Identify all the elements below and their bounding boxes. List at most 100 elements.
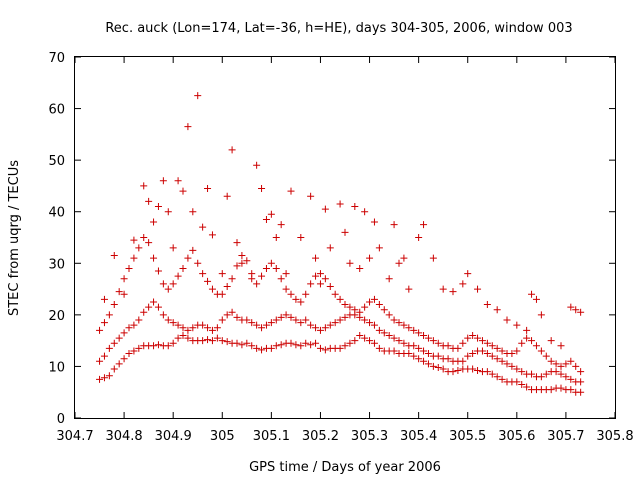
data-point-upper bbox=[518, 339, 526, 347]
data-point-mid bbox=[159, 311, 167, 319]
data-point-high bbox=[405, 285, 413, 293]
data-point-mid bbox=[96, 357, 104, 365]
data-point-mid bbox=[434, 352, 442, 360]
data-point-mid bbox=[179, 324, 187, 332]
data-point-low bbox=[179, 331, 187, 339]
data-point-high bbox=[336, 200, 344, 208]
data-point-upper bbox=[483, 339, 491, 347]
data-point-high bbox=[351, 203, 359, 211]
data-point-low bbox=[316, 344, 324, 352]
x-tick-label: 304.9 bbox=[155, 429, 192, 444]
data-point-upper bbox=[380, 306, 388, 314]
data-point-high bbox=[277, 221, 285, 229]
x-tick-label: 304.7 bbox=[56, 429, 93, 444]
data-point-low bbox=[135, 344, 143, 352]
data-point-low bbox=[218, 337, 226, 345]
data-point-upper bbox=[424, 334, 432, 342]
data-point-high bbox=[204, 185, 212, 193]
data-point-mid bbox=[321, 324, 329, 332]
data-point-high bbox=[361, 208, 369, 216]
data-point-high bbox=[493, 306, 501, 314]
data-point-high bbox=[248, 275, 256, 283]
data-point-upper bbox=[140, 234, 148, 241]
data-point-mid bbox=[189, 324, 197, 332]
data-point-mid bbox=[233, 313, 241, 321]
data-point-mid bbox=[420, 347, 428, 355]
data-point-low bbox=[213, 334, 221, 342]
data-point-mid bbox=[464, 352, 472, 360]
data-point-low bbox=[577, 388, 585, 396]
data-point-mid bbox=[562, 373, 570, 381]
data-point-low bbox=[449, 368, 457, 376]
data-point-low bbox=[474, 367, 482, 375]
data-point-upper bbox=[410, 326, 418, 334]
chart-title: Rec. auck (Lon=174, Lat=-36, h=HE), days… bbox=[105, 21, 572, 36]
data-point-upper bbox=[464, 334, 472, 342]
data-point-low bbox=[238, 341, 246, 349]
data-point-upper bbox=[135, 244, 143, 252]
data-point-high bbox=[420, 221, 428, 229]
data-point-mid bbox=[390, 334, 398, 342]
data-point-high bbox=[577, 308, 585, 316]
data-point-mid bbox=[125, 324, 133, 332]
data-point-mid bbox=[415, 344, 423, 352]
data-point-low bbox=[223, 338, 231, 346]
data-point-upper bbox=[346, 303, 354, 311]
data-point-high bbox=[572, 306, 580, 314]
data-point-high bbox=[208, 231, 216, 239]
y-tick-label: 40 bbox=[48, 206, 65, 221]
data-point-low bbox=[356, 331, 364, 339]
data-point-high bbox=[194, 92, 202, 100]
data-point-upper bbox=[154, 267, 162, 275]
data-point-low bbox=[341, 342, 349, 350]
x-axis-label: GPS time / Days of year 2006 bbox=[249, 460, 441, 475]
data-point-low bbox=[434, 363, 442, 371]
data-point-high bbox=[258, 185, 266, 193]
data-point-mid bbox=[370, 321, 378, 329]
x-tick-label: 305.5 bbox=[449, 429, 486, 444]
data-point-mid bbox=[243, 316, 251, 324]
data-point-low bbox=[110, 365, 118, 373]
data-point-upper bbox=[429, 337, 437, 345]
data-point-high bbox=[439, 285, 447, 293]
data-point-high bbox=[346, 259, 354, 267]
data-point-upper bbox=[400, 321, 408, 329]
x-tick-label: 305 bbox=[210, 429, 235, 444]
data-point-high bbox=[189, 208, 197, 216]
data-point-upper bbox=[262, 264, 270, 272]
data-point-upper bbox=[228, 275, 236, 283]
y-axis-label: STEC from uqrg / TECUs bbox=[7, 160, 22, 316]
data-point-mid bbox=[400, 339, 408, 347]
data-point-mid bbox=[302, 316, 310, 324]
data-point-upper bbox=[100, 319, 108, 327]
data-point-mid bbox=[508, 362, 516, 370]
data-point-high bbox=[390, 221, 398, 229]
data-point-low bbox=[150, 342, 158, 350]
data-point-mid bbox=[223, 311, 231, 319]
data-point-upper bbox=[552, 360, 560, 368]
data-point-upper bbox=[272, 264, 280, 272]
data-point-high bbox=[228, 146, 236, 154]
data-point-mid bbox=[164, 316, 172, 324]
data-point-upper bbox=[498, 347, 506, 355]
data-point-high bbox=[375, 244, 383, 252]
data-point-upper bbox=[233, 262, 241, 270]
data-point-upper bbox=[150, 254, 158, 262]
data-point-upper bbox=[420, 331, 428, 339]
data-point-upper bbox=[312, 272, 320, 280]
data-point-low bbox=[518, 380, 526, 388]
data-point-high bbox=[100, 295, 108, 303]
data-point-upper bbox=[208, 285, 216, 293]
y-tick-label: 0 bbox=[57, 412, 65, 427]
data-point-low bbox=[557, 384, 565, 392]
x-tick-label: 305.8 bbox=[596, 429, 633, 444]
data-point-upper bbox=[302, 290, 310, 298]
data-point-upper bbox=[287, 290, 295, 298]
data-point-mid bbox=[307, 321, 315, 329]
data-point-upper bbox=[395, 319, 403, 327]
data-point-upper bbox=[164, 285, 172, 293]
data-point-low bbox=[370, 339, 378, 347]
y-axis: 0 10 20 30 40 50 60 70 bbox=[48, 51, 615, 427]
data-point-high bbox=[169, 244, 177, 252]
data-point-high bbox=[415, 234, 423, 241]
